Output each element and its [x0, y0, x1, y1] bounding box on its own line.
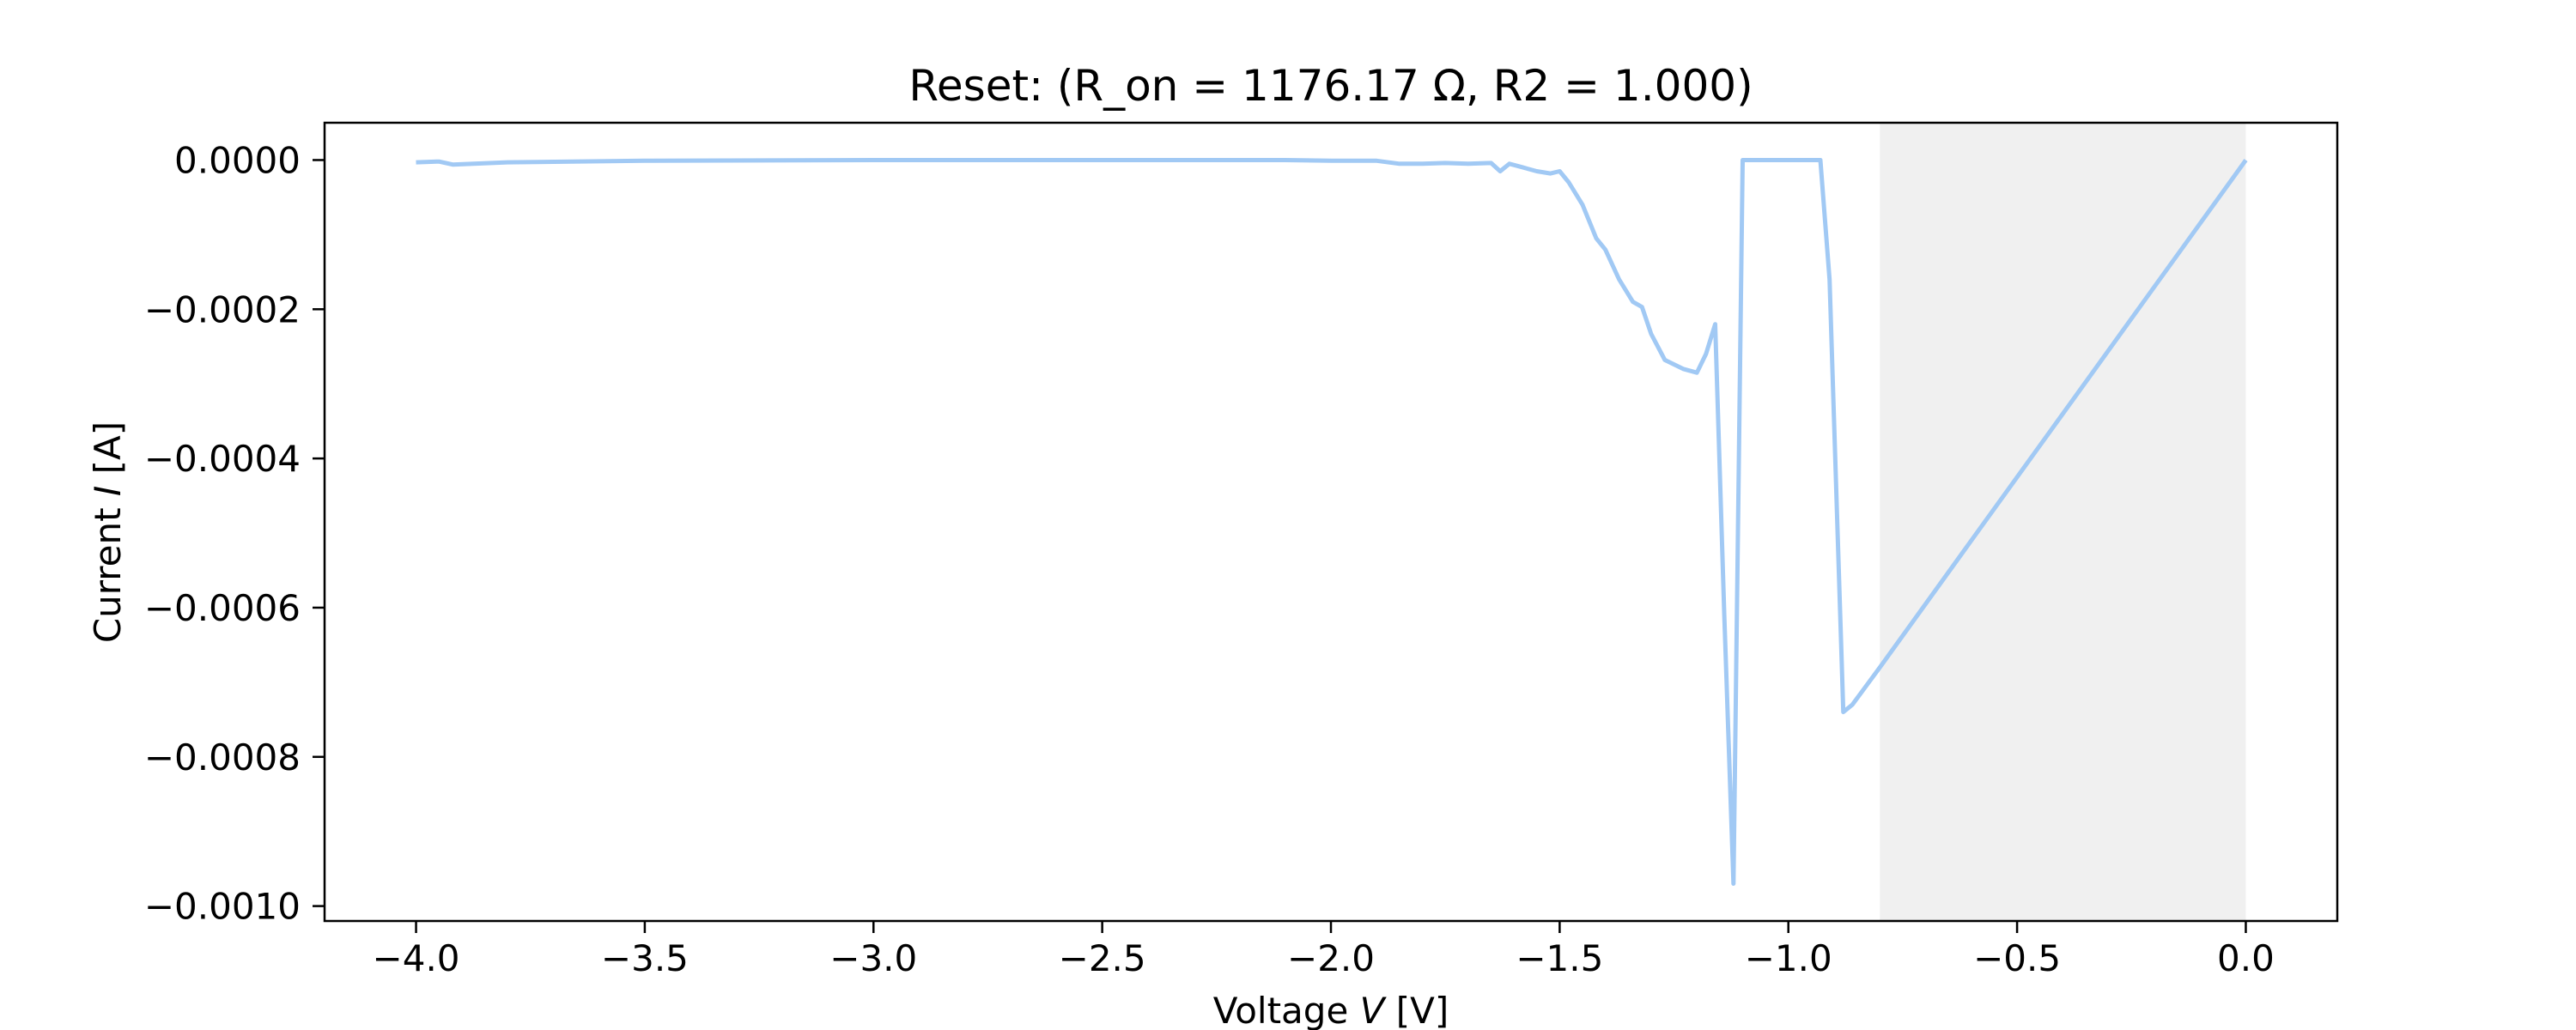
x-tick-label: −4.0: [373, 937, 460, 979]
x-tick-label: −1.5: [1516, 937, 1603, 979]
x-axis-label-variable: V: [1360, 990, 1388, 1030]
y-tick-label: −0.0008: [144, 736, 301, 779]
plot-area: [323, 121, 2339, 923]
y-axis-label: Current I [A]: [87, 421, 129, 643]
x-axis-label-unit: [V]: [1384, 990, 1449, 1030]
chart-title: Reset: (R_on = 1176.17 Ω, R2 = 1.000): [908, 61, 1753, 111]
x-axis-label-prefix: Voltage: [1213, 990, 1360, 1030]
shaded-region: [1880, 123, 2246, 921]
y-tick-label: 0.0000: [174, 139, 301, 181]
x-tick-label: −3.0: [829, 937, 917, 979]
y-axis-label-unit: [A]: [87, 421, 129, 486]
x-axis: −4.0 −3.5 −3.0 −2.5 −2.0 −1.5 −1.0 −0.5 0.0: [373, 921, 2275, 979]
y-axis-label-variable: I: [87, 486, 129, 496]
x-axis-label: Voltage V [V]: [1213, 990, 1449, 1030]
x-tick-label: −0.5: [1973, 937, 2061, 979]
x-tick-label: −2.5: [1059, 937, 1146, 979]
y-tick-label: −0.0002: [144, 288, 301, 330]
y-axis: 0.0000 −0.0002 −0.0004 −0.0006 −0.0008 −0.001…: [144, 139, 325, 928]
y-tick-label: −0.0010: [144, 886, 301, 928]
x-tick-label: 0.0: [2217, 937, 2275, 979]
y-tick-label: −0.0004: [144, 438, 301, 480]
x-tick-label: −1.0: [1745, 937, 1832, 979]
series-line-0: [416, 158, 2248, 886]
y-tick-label: −0.0006: [144, 587, 301, 629]
x-tick-label: −3.5: [601, 937, 689, 979]
y-axis-label-prefix: Current: [87, 496, 129, 643]
x-tick-label: −2.0: [1287, 937, 1375, 979]
